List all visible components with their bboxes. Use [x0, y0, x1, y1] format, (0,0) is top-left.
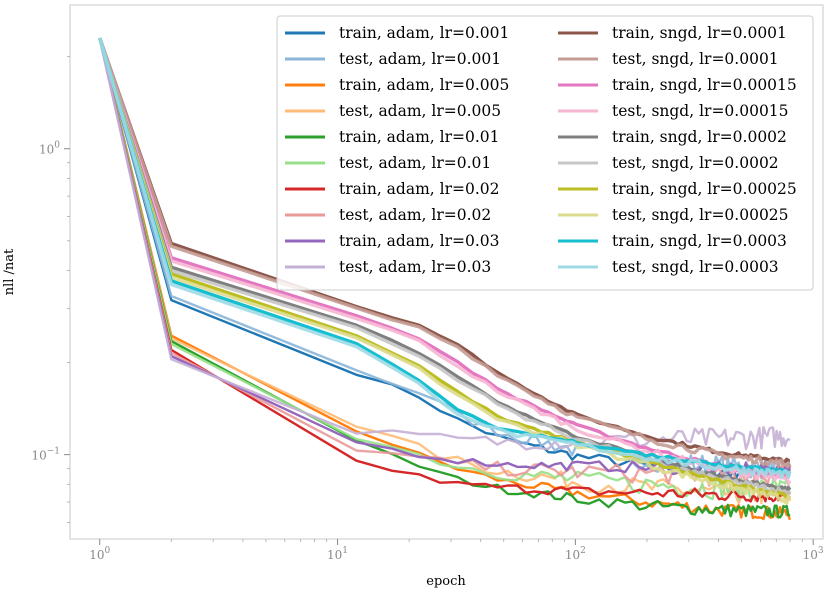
legend-label: train, sngd, lr=0.0002 [612, 128, 787, 146]
y-tick-label: 10−1 [31, 447, 60, 463]
legend-label: test, sngd, lr=0.00025 [612, 206, 789, 224]
legend-label: test, sngd, lr=0.0003 [612, 258, 779, 276]
x-tick-label: 103 [803, 546, 824, 562]
x-tick-label: 100 [89, 546, 110, 562]
legend-label: train, sngd, lr=0.0003 [612, 232, 787, 250]
legend-label: test, sngd, lr=0.00015 [612, 102, 789, 120]
series-line-10 [98, 37, 790, 465]
legend-label: train, adam, lr=0.005 [339, 76, 509, 94]
legend-label: train, adam, lr=0.01 [339, 128, 500, 146]
x-axis-label: epoch [426, 574, 466, 589]
legend-label: train, sngd, lr=0.00015 [612, 76, 797, 94]
series-line-11 [98, 37, 792, 468]
legend-label: test, adam, lr=0.03 [339, 258, 491, 276]
y-tick-label: 100 [39, 141, 60, 157]
series-line-19 [98, 37, 792, 479]
legend-frame [276, 15, 814, 291]
legend-label: test, sngd, lr=0.0002 [612, 154, 779, 172]
legend-label: test, sngd, lr=0.0001 [612, 50, 779, 68]
legend-label: test, adam, lr=0.01 [339, 154, 491, 172]
legend-label: train, adam, lr=0.001 [339, 24, 509, 42]
series-line-9 [98, 37, 791, 451]
legend-label: test, adam, lr=0.02 [339, 206, 491, 224]
x-tick-label: 102 [565, 546, 586, 562]
legend-label: train, adam, lr=0.02 [339, 180, 500, 198]
series-line-16 [98, 37, 792, 500]
x-tick-label: 101 [327, 546, 348, 562]
legend-label: test, adam, lr=0.005 [339, 102, 501, 120]
series-line-13 [98, 37, 792, 486]
legend: train, adam, lr=0.001 test, adam, lr=0.00… [276, 15, 814, 291]
y-axis-label: nll /nat [2, 248, 17, 295]
series-line-4 [98, 37, 791, 519]
legend-label: train, adam, lr=0.03 [339, 232, 500, 250]
legend-label: train, sngd, lr=0.0001 [612, 24, 787, 42]
legend-label: train, sngd, lr=0.00025 [612, 180, 797, 198]
series-layer [98, 37, 792, 521]
legend-label: test, adam, lr=0.001 [339, 50, 501, 68]
